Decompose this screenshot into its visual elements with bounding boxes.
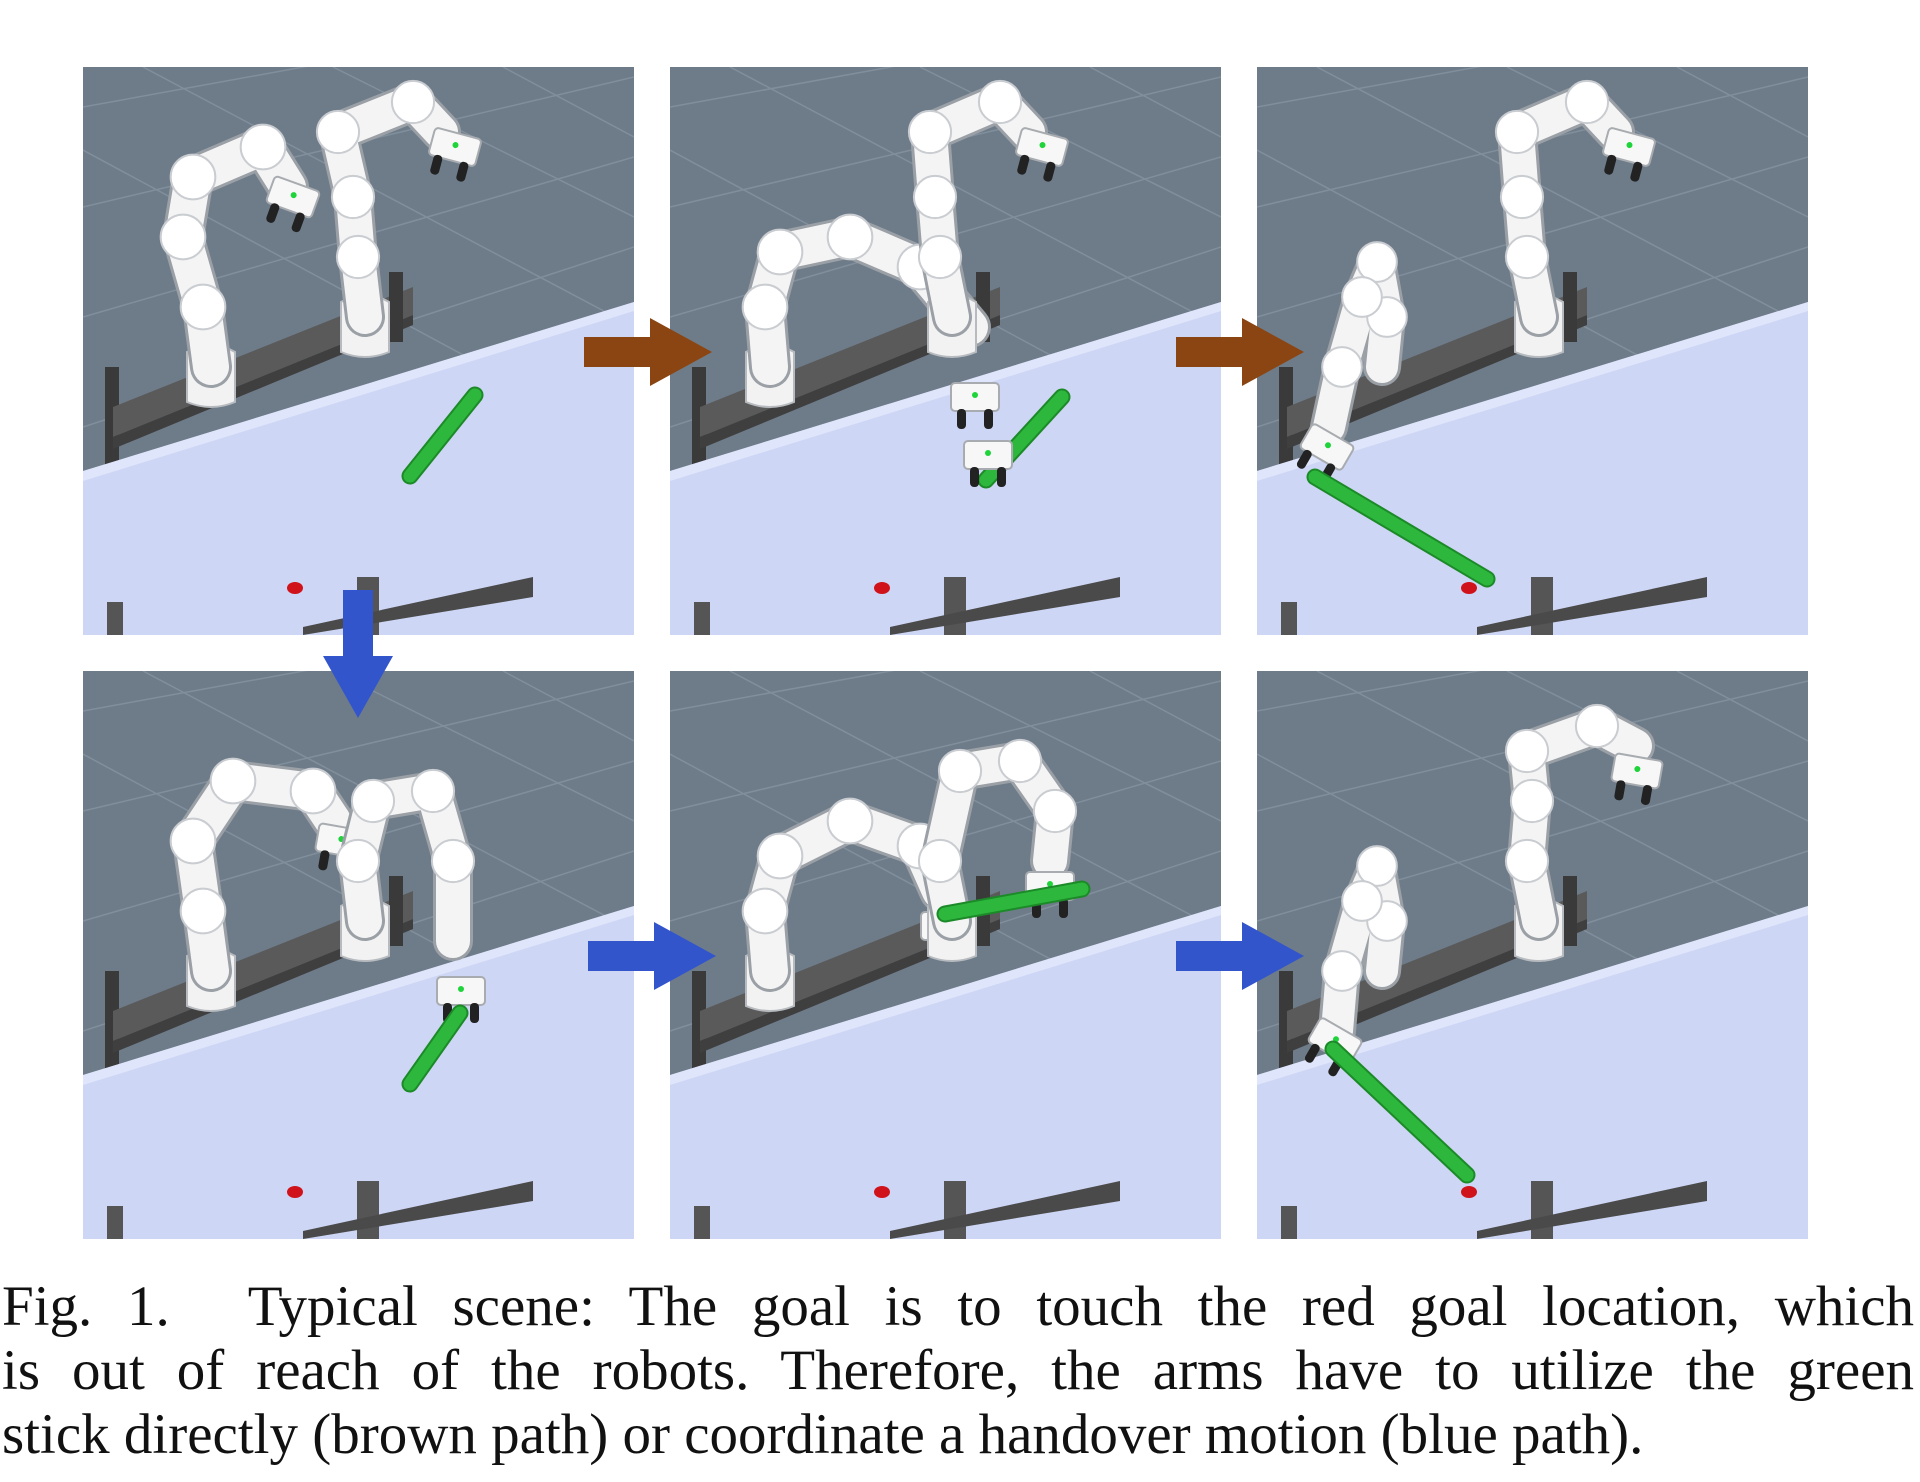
- scene-panel-2: [670, 67, 1221, 635]
- scene-render-5: [670, 671, 1221, 1239]
- scene-render-6: [1257, 671, 1808, 1239]
- caption-line-2: is out of reach of the robots. Therefore…: [2, 1339, 1914, 1402]
- caption-line-3: stick directly (brown path) or coordinat…: [2, 1403, 1644, 1466]
- scene-render-1: [83, 67, 634, 635]
- brown-path-arrow-2: [1176, 318, 1304, 386]
- scene-panel-6: [1257, 671, 1808, 1239]
- scene-render-4: [83, 671, 634, 1239]
- caption-line-1: Fig. 1. Typical scene: The goal is to tou…: [2, 1275, 1915, 1338]
- blue-path-arrow-1: [588, 922, 716, 990]
- scene-render-2: [670, 67, 1221, 635]
- scene-panel-5: [670, 671, 1221, 1239]
- scene-panel-4: [83, 671, 634, 1239]
- scene-render-3: [1257, 67, 1808, 635]
- blue-path-arrow-down: [323, 590, 393, 718]
- brown-path-arrow-1: [584, 318, 712, 386]
- scene-panel-3: [1257, 67, 1808, 635]
- scene-panel-1: [83, 67, 634, 635]
- figure-caption: Fig. 1. Typical scene: The goal is to tou…: [2, 1275, 1914, 1467]
- figure-label: Fig. 1.: [2, 1275, 170, 1338]
- blue-path-arrow-2: [1176, 922, 1304, 990]
